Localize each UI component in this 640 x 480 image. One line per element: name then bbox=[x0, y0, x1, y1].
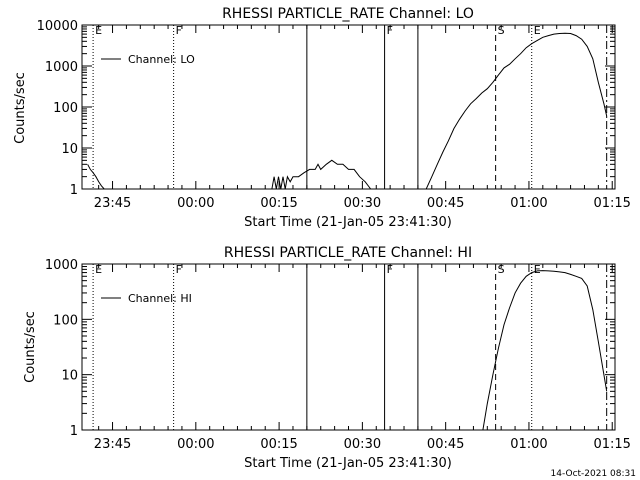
y-tick-label: 10 bbox=[61, 142, 78, 157]
x-tick-label: 01:00 bbox=[510, 196, 547, 211]
data-series bbox=[87, 32, 608, 190]
time-marker-label: F bbox=[176, 263, 182, 276]
legend-label: Channel: LO bbox=[128, 53, 195, 66]
x-tick-label: 01:15 bbox=[593, 196, 630, 211]
time-marker-label: S bbox=[498, 24, 505, 37]
time-marker-label: E bbox=[534, 263, 541, 276]
x-tick-label: 23:45 bbox=[94, 196, 131, 211]
y-axis-label: Counts/sec bbox=[23, 311, 38, 383]
series-line bbox=[87, 32, 608, 190]
time-marker-label: E bbox=[95, 263, 102, 276]
time-marker-label: F bbox=[387, 263, 393, 276]
time-marker-label: F bbox=[176, 24, 182, 37]
chart-panel-hi: RHESSI PARTICLE_RATE Channel: HI Start T… bbox=[23, 245, 631, 471]
chart-title: RHESSI PARTICLE_RATE Channel: HI bbox=[224, 245, 472, 261]
y-tick-label: 1000 bbox=[45, 258, 78, 273]
x-tick-label: 00:30 bbox=[344, 437, 381, 452]
x-tick-label: 00:45 bbox=[427, 437, 464, 452]
x-tick-label: 01:15 bbox=[593, 437, 630, 452]
time-marker-label: F bbox=[387, 24, 393, 37]
y-tick-label: 100 bbox=[53, 101, 78, 116]
y-axis-label: Counts/sec bbox=[13, 72, 28, 144]
chart-panel-lo: RHESSI PARTICLE_RATE Channel: LO Start T… bbox=[13, 6, 631, 230]
x-tick-label: 00:15 bbox=[260, 437, 297, 452]
x-tick-label: 00:45 bbox=[427, 196, 464, 211]
y-axis-ticks: 1 10 100 1000 10000 bbox=[37, 19, 615, 198]
x-axis-ticks: 23:45 00:00 00:15 00:30 00:45 01:00 01:15 bbox=[94, 264, 631, 452]
series-line bbox=[482, 270, 608, 431]
y-tick-label: 10000 bbox=[37, 19, 78, 34]
time-marker-label: E bbox=[95, 24, 102, 37]
y-tick-label: 1000 bbox=[45, 60, 78, 75]
time-marker-label: E bbox=[534, 24, 541, 37]
x-tick-label: 01:00 bbox=[510, 437, 547, 452]
legend-label: Channel: HI bbox=[128, 292, 192, 305]
y-tick-label: 1 bbox=[70, 183, 78, 198]
time-marker-label: S bbox=[498, 263, 505, 276]
x-tick-label: 00:00 bbox=[177, 196, 214, 211]
legend: Channel: LO bbox=[101, 53, 195, 66]
y-tick-label: 1 bbox=[70, 424, 78, 439]
x-axis-label: Start Time (21-Jan-05 23:41:30) bbox=[244, 215, 452, 230]
x-tick-label: 00:00 bbox=[177, 437, 214, 452]
chart-title: RHESSI PARTICLE_RATE Channel: LO bbox=[222, 6, 474, 22]
x-tick-label: 00:15 bbox=[260, 196, 297, 211]
footer-timestamp: 14-Oct-2021 08:31 bbox=[551, 469, 636, 479]
x-tick-label: 00:30 bbox=[344, 196, 381, 211]
legend: Channel: HI bbox=[101, 292, 192, 305]
x-axis-label: Start Time (21-Jan-05 23:41:30) bbox=[244, 456, 452, 471]
y-tick-label: 10 bbox=[61, 369, 78, 384]
data-series bbox=[482, 270, 608, 431]
x-tick-label: 23:45 bbox=[94, 437, 131, 452]
y-tick-label: 100 bbox=[53, 313, 78, 328]
